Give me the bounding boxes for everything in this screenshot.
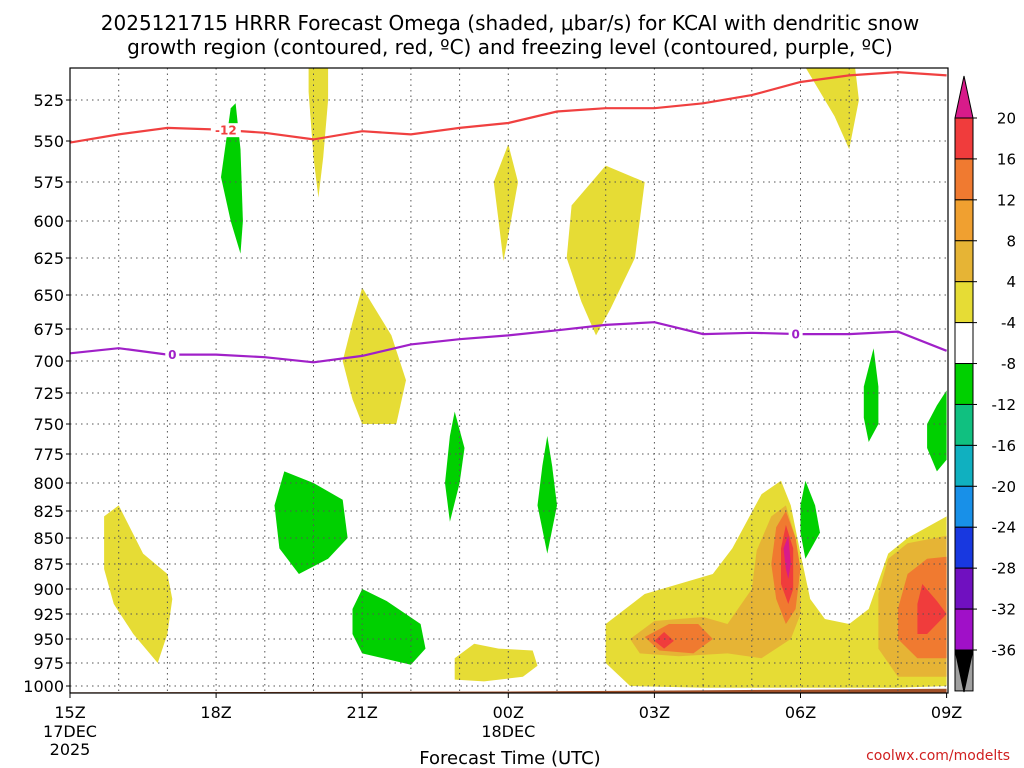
x-tick-date: 18DEC <box>481 722 535 741</box>
colorbar-band <box>954 117 974 160</box>
omega-region-6 <box>104 505 173 663</box>
omega-region-17 <box>783 535 791 579</box>
contour-label-bg <box>210 123 241 138</box>
colorbar-label: -8 <box>1001 355 1016 373</box>
omega-region-16 <box>917 584 947 634</box>
colorbar-band <box>954 240 974 283</box>
x-tick-label: 09Z <box>931 703 962 722</box>
colorbar-band <box>954 444 974 487</box>
colorbar-label: 4 <box>1006 273 1016 291</box>
grid-lines <box>70 68 948 693</box>
y-tick-label: 875 <box>33 555 64 574</box>
y-tick-label: 725 <box>33 384 64 403</box>
colorbar-band <box>954 608 974 651</box>
contour-label-bg <box>788 326 803 341</box>
x-tick-label: 06Z <box>785 703 816 722</box>
colorbar-band <box>954 281 974 324</box>
credit-text: coolwx.com/modelts <box>866 748 1010 764</box>
contour-label-bg <box>165 347 180 362</box>
omega-region-24 <box>863 348 879 442</box>
colorbar-label: -28 <box>992 560 1017 578</box>
y-tick-label: 750 <box>33 415 64 434</box>
colorbar-top-arrow <box>954 75 974 119</box>
colorbar-label: -16 <box>992 437 1017 455</box>
colorbar-label: 20 <box>997 110 1016 128</box>
y-tick-label: 850 <box>33 529 64 548</box>
y-tick-label: 600 <box>33 212 64 231</box>
omega-region-3 <box>493 144 518 261</box>
colorbar-band <box>954 199 974 242</box>
y-tick-label: 650 <box>33 286 64 305</box>
colorbar-band <box>954 526 974 569</box>
colorbar-label: -24 <box>992 519 1017 537</box>
x-tick-label: 15Z <box>54 703 85 722</box>
y-tick-label: 575 <box>33 173 64 192</box>
colorbar-band <box>954 403 974 446</box>
chart-title-line-2: growth region (contoured, red, ºC) and f… <box>127 35 893 59</box>
omega-region-23 <box>800 480 820 559</box>
colorbar-label: -4 <box>1001 314 1016 332</box>
colorbar-label: -20 <box>992 478 1017 496</box>
y-tick-label: 625 <box>33 249 64 268</box>
omega-region-20 <box>352 589 426 665</box>
omega-region-22 <box>537 436 557 554</box>
y-tick-label: 550 <box>33 132 64 151</box>
x-tick-label: 21Z <box>347 703 378 722</box>
omega-region-21 <box>445 411 465 522</box>
y-tick-label: 825 <box>33 502 64 521</box>
colorbar-bottom-arrow <box>954 649 974 693</box>
chart-title-line-1: 2025121715 HRRR Forecast Omega (shaded, … <box>101 11 919 35</box>
colorbar-band <box>954 485 974 528</box>
contour-label-0-2: 0 <box>791 327 799 341</box>
y-tick-label: 800 <box>33 474 64 493</box>
colorbar-band <box>954 363 974 405</box>
contour-label--12-1: -12 <box>215 124 237 138</box>
y-tick-label: 775 <box>33 445 64 464</box>
colorbar-label: -12 <box>992 396 1017 414</box>
omega-region-18 <box>221 103 243 254</box>
omega-shaded-regions <box>70 68 947 693</box>
y-tick-label: 675 <box>33 320 64 339</box>
contour-line-0 <box>70 321 948 364</box>
omega-region-14 <box>654 632 674 649</box>
omega-region-19 <box>274 471 348 574</box>
colorbar-band <box>954 567 974 610</box>
y-tick-label: 975 <box>33 654 64 673</box>
colorbar-band <box>954 322 974 365</box>
pressure-axis: 525 550 575 600 625 650 675 700 725 750 775 800 825 8… <box>23 91 70 696</box>
plot-frame <box>69 67 949 694</box>
colorbar-label: 12 <box>997 191 1016 209</box>
y-tick-label: 1000 <box>23 677 64 696</box>
omega-region-5 <box>342 287 406 424</box>
y-tick-label: 925 <box>33 605 64 624</box>
y-tick-label: 700 <box>33 352 64 371</box>
temperature-contours: -12 0 0 <box>70 70 948 364</box>
omega-region-7 <box>454 643 538 682</box>
y-tick-label: 950 <box>33 630 64 649</box>
omega-region-25 <box>927 390 947 472</box>
contour-label-0-1: 0 <box>168 348 176 362</box>
y-tick-label: 900 <box>33 580 64 599</box>
colorbar-label: 8 <box>1006 232 1016 250</box>
x-axis-label: Forecast Time (UTC) <box>419 748 600 768</box>
omega-region-1 <box>308 68 329 198</box>
x-tick-year: 2025 <box>50 740 91 759</box>
omega-region-2 <box>805 68 859 150</box>
colorbar-label: 16 <box>997 150 1016 168</box>
omega-region-9 <box>630 505 801 659</box>
colorbar-band <box>954 158 974 201</box>
omega-colorbar: 20 16 12 8 4 -4 -8 -12 -16 -20 -24 -28 -32 -36 <box>954 75 1017 693</box>
x-tick-label: 00Z <box>493 703 524 722</box>
x-tick-label: 03Z <box>639 703 670 722</box>
x-tick-date: 17DEC <box>43 722 97 741</box>
x-tick-label: 18Z <box>200 703 231 722</box>
y-tick-label: 525 <box>33 91 64 110</box>
colorbar-label: -32 <box>992 601 1017 619</box>
colorbar-label: -36 <box>992 642 1017 660</box>
ground-surface <box>70 688 947 693</box>
